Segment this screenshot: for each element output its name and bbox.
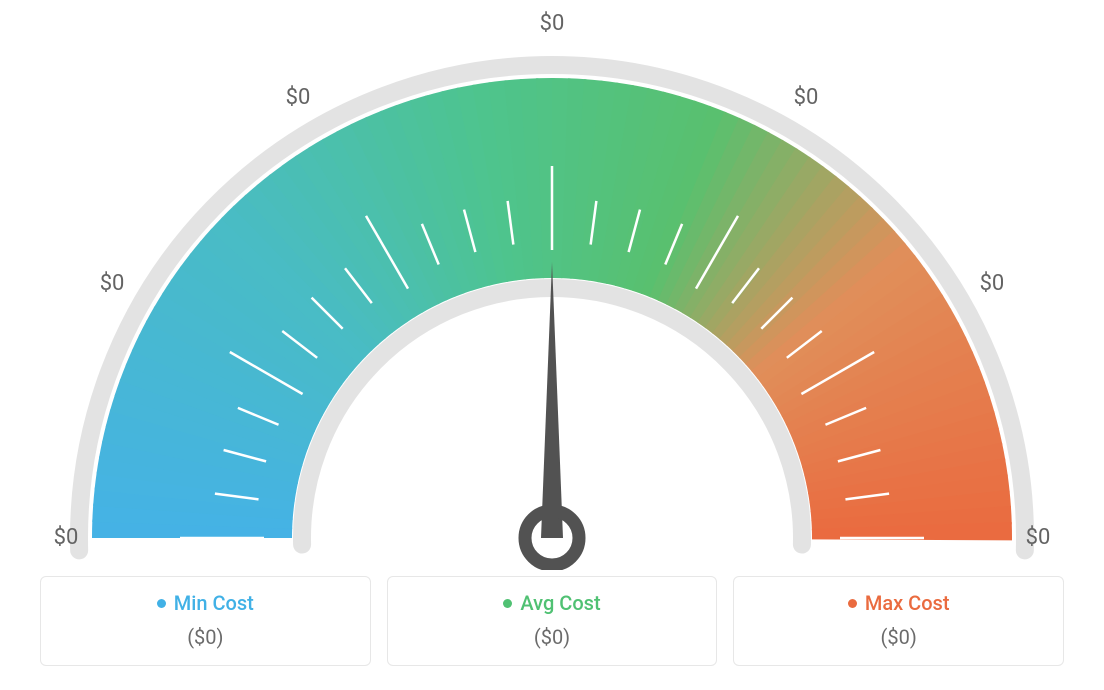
legend-value-min: ($0)	[51, 625, 360, 649]
gauge-tick-label: $0	[794, 85, 819, 110]
gauge-chart: $0 $0 $0 $0 $0 $0 $0	[22, 10, 1082, 570]
legend-card-max: Max Cost ($0)	[733, 576, 1064, 666]
legend-label-avg: Avg Cost	[520, 591, 600, 615]
legend-dot-max	[848, 599, 857, 608]
legend-label-max: Max Cost	[865, 591, 950, 615]
legend-value-max: ($0)	[744, 625, 1053, 649]
legend-card-avg: Avg Cost ($0)	[387, 576, 718, 666]
legend-row: Min Cost ($0) Avg Cost ($0) Max Cost ($0…	[40, 576, 1064, 666]
gauge-tick-label: $0	[286, 85, 311, 110]
legend-card-min: Min Cost ($0)	[40, 576, 371, 666]
legend-title-min: Min Cost	[51, 591, 360, 615]
legend-dot-avg	[503, 599, 512, 608]
gauge-svg: $0 $0 $0 $0 $0 $0 $0	[22, 10, 1082, 570]
gauge-tick-label: $0	[1026, 525, 1051, 550]
gauge-tick-label: $0	[540, 11, 565, 36]
gauge-tick-label: $0	[54, 525, 79, 550]
legend-label-min: Min Cost	[174, 591, 254, 615]
gauge-tick-label: $0	[980, 271, 1005, 296]
legend-value-avg: ($0)	[398, 625, 707, 649]
legend-title-avg: Avg Cost	[398, 591, 707, 615]
legend-dot-min	[157, 599, 166, 608]
legend-title-max: Max Cost	[744, 591, 1053, 615]
gauge-tick-label: $0	[100, 271, 125, 296]
